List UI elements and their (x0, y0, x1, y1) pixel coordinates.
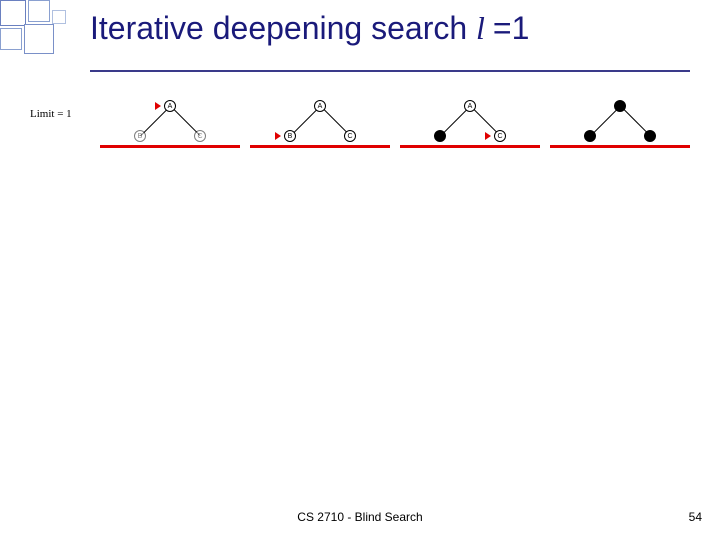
tree-panel: AC (400, 100, 540, 160)
corner-decoration (0, 0, 90, 70)
tree-panel: A B C (250, 100, 390, 160)
panel-underline (400, 145, 540, 148)
title-suffix: =1 (493, 10, 529, 46)
title-prefix: Iterative deepening search (90, 10, 476, 46)
tree-node: B (284, 130, 296, 142)
tree-node: B (134, 130, 146, 142)
node-label: A (168, 103, 173, 110)
tree-node (584, 130, 596, 142)
node-label: A (468, 103, 473, 110)
page-number: 54 (689, 510, 702, 524)
tree-node (434, 130, 446, 142)
footer-text: CS 2710 - Blind Search (0, 510, 720, 524)
tree-node: C (344, 130, 356, 142)
title-var: l (476, 10, 493, 46)
decor-square (52, 10, 66, 24)
current-marker-icon (275, 132, 281, 140)
tree-node (614, 100, 626, 112)
node-label: B (288, 133, 293, 140)
node-label: C (497, 133, 502, 140)
decor-square (0, 28, 22, 50)
panel-underline (250, 145, 390, 148)
decor-square (24, 24, 54, 54)
node-label: C (347, 133, 352, 140)
diagram-row: ABCABCAC (100, 100, 690, 170)
tree-node: A (464, 100, 476, 112)
title-wrap: Iterative deepening search l =1 (90, 10, 700, 47)
current-marker-icon (155, 102, 161, 110)
tree-node: A (164, 100, 176, 112)
title-underline (90, 70, 690, 72)
slide-title: Iterative deepening search l =1 (90, 10, 700, 47)
panel-underline (550, 145, 690, 148)
node-label: A (318, 103, 323, 110)
tree-node: C (494, 130, 506, 142)
decor-square (28, 0, 50, 22)
limit-label: Limit = 1 (30, 108, 72, 120)
decor-square (0, 0, 26, 26)
node-label: C (197, 133, 202, 140)
tree-node: A (314, 100, 326, 112)
node-label: B (138, 133, 143, 140)
tree-panel: A B C (100, 100, 240, 160)
tree-node: C (194, 130, 206, 142)
current-marker-icon (485, 132, 491, 140)
panel-underline (100, 145, 240, 148)
tree-node (644, 130, 656, 142)
tree-panel (550, 100, 690, 160)
